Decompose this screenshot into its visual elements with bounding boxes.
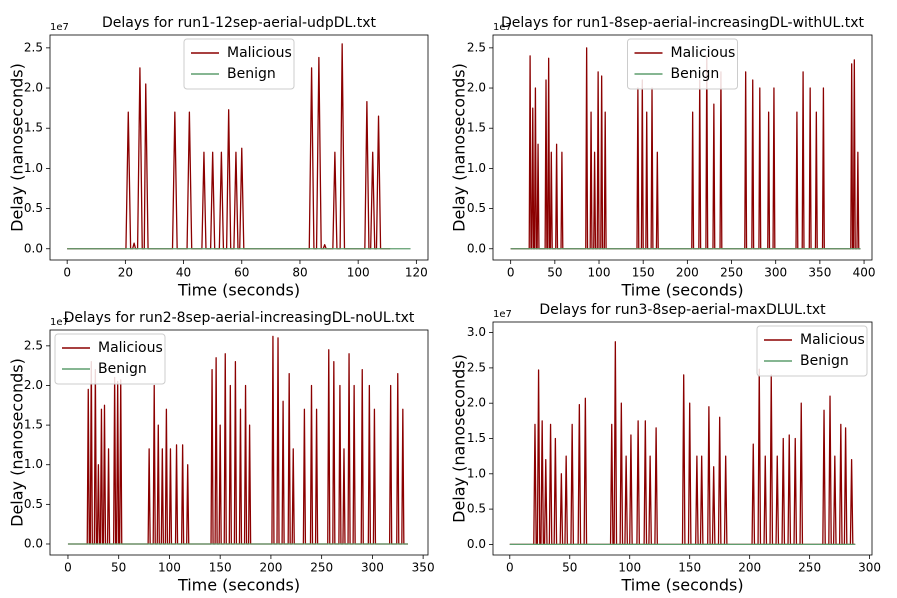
panel: 0 50 100 150 200 250 300 350 400 0.0 0.5 1.0 1.5 2.0 2… [450, 15, 876, 300]
x-tick-label: 300 [361, 561, 384, 575]
legend-label: Benign [227, 66, 276, 82]
x-tick-label: 200 [259, 561, 282, 575]
legend-label: Benign [800, 353, 849, 369]
legend-box [627, 38, 738, 90]
chart-title: Delays for run1-12sep-aerial-udpDL.txt [102, 15, 377, 31]
legend: Malicious Benign [183, 38, 295, 90]
y-tick-label: 1.5 [467, 431, 486, 445]
y-tick-label: 3.0 [467, 325, 486, 339]
x-tick-label: 150 [678, 561, 701, 575]
y-tick-label: 2.0 [467, 81, 486, 95]
x-tick-label: 200 [676, 266, 699, 280]
x-tick-label: 80 [292, 266, 307, 280]
chart-title: Delays for run1-8sep-aerial-increasingDL… [501, 15, 865, 31]
y-tick-label: 0.5 [24, 201, 43, 215]
y-tick-label: 1.5 [24, 121, 43, 135]
y-tick-label: 2.0 [467, 396, 486, 410]
x-tick-label: 120 [405, 266, 428, 280]
x-tick-label: 100 [618, 561, 641, 575]
x-tick-label: 300 [764, 266, 787, 280]
y-tick-label: 1.0 [24, 457, 43, 471]
legend-label: Benign [671, 66, 720, 82]
legend: Malicious Benign [627, 38, 738, 90]
y-tick-label: 2.5 [467, 40, 486, 54]
x-tick-label: 20 [118, 266, 133, 280]
x-tick-label: 50 [547, 266, 562, 280]
y-tick-label: 0.0 [24, 241, 43, 255]
panel: 0 20 40 60 80 100 120 0.0 0.5 1.0 1.5 2.0 2.5 1e7 Dela… [8, 15, 429, 300]
x-tick-label: 200 [738, 561, 761, 575]
x-tick-label: 250 [798, 561, 821, 575]
y-tick-label: 0.5 [467, 201, 486, 215]
y-tick-label: 2.0 [24, 378, 43, 392]
x-axis-label: Time (seconds) [177, 281, 300, 300]
y-tick-label: 2.5 [467, 360, 486, 374]
x-tick-label: 0 [506, 561, 514, 575]
chart-title: Delays for run3-8sep-aerial-maxDLUL.txt [539, 302, 826, 318]
legend-label: Malicious [671, 45, 736, 61]
axes-frame [49, 329, 429, 556]
legend: Malicious Benign [756, 325, 868, 377]
legend-label: Malicious [227, 45, 292, 61]
x-tick-label: 0 [64, 561, 72, 575]
x-tick-label: 350 [808, 266, 831, 280]
x-tick-label: 250 [310, 561, 333, 575]
legend-label: Malicious [800, 332, 865, 348]
y-tick-label: 2.5 [24, 40, 43, 54]
y-offset-label: 1e7 [50, 317, 69, 328]
legend-label: Malicious [98, 340, 163, 356]
y-axis-label: Delay (nanoseconds) [450, 354, 469, 523]
y-axis-label: Delay (nanoseconds) [450, 63, 469, 232]
y-tick-label: 1.5 [24, 418, 43, 432]
y-tick-label: 0.5 [24, 497, 43, 511]
x-tick-label: 100 [588, 266, 611, 280]
legend: Malicious Benign [54, 333, 166, 385]
y-tick-label: 0.5 [467, 502, 486, 516]
x-tick-label: 40 [176, 266, 191, 280]
x-tick-label: 100 [347, 266, 370, 280]
y-tick-label: 1.0 [467, 161, 486, 175]
y-tick-label: 0.0 [467, 537, 486, 551]
y-tick-label: 0.0 [467, 241, 486, 255]
axes-frame [49, 34, 429, 261]
x-tick-label: 300 [858, 561, 881, 575]
legend-box [183, 38, 295, 90]
y-axis-label: Delay (nanoseconds) [8, 63, 27, 232]
legend-box [756, 325, 868, 377]
y-offset-label: 1e7 [493, 309, 512, 320]
y-tick-label: 2.0 [24, 81, 43, 95]
y-tick-label: 0.0 [24, 536, 43, 550]
panel: 0 50 100 150 200 250 300 350 0.0 0.5 1.0 1.5 2.0 2.5 1… [8, 310, 435, 595]
y-offset-label: 1e7 [493, 22, 512, 33]
chart-title: Delays for run2-8sep-aerial-increasingDL… [64, 310, 415, 326]
y-axis-label: Delay (nanoseconds) [8, 358, 27, 527]
legend-label: Benign [98, 361, 147, 377]
x-axis-label: Time (seconds) [620, 576, 743, 595]
x-tick-label: 0 [63, 266, 71, 280]
x-tick-label: 400 [853, 266, 876, 280]
x-axis-label: Time (seconds) [620, 281, 743, 300]
y-tick-label: 1.5 [467, 121, 486, 135]
legend-box [54, 333, 166, 385]
x-tick-label: 150 [632, 266, 655, 280]
x-tick-label: 0 [507, 266, 515, 280]
x-tick-label: 250 [720, 266, 743, 280]
x-tick-label: 60 [234, 266, 249, 280]
y-tick-label: 1.0 [24, 161, 43, 175]
y-tick-label: 2.5 [24, 338, 43, 352]
y-tick-label: 1.0 [467, 466, 486, 480]
axes-frame [492, 34, 873, 261]
x-tick-label: 100 [158, 561, 181, 575]
x-tick-label: 350 [412, 561, 435, 575]
x-tick-label: 150 [209, 561, 232, 575]
y-offset-label: 1e7 [50, 22, 69, 33]
x-tick-label: 50 [111, 561, 126, 575]
x-tick-label: 50 [562, 561, 577, 575]
panel: 0 50 100 150 200 250 300 0.0 0.5 1.0 1.5 2.0 2.5 3.0 1… [450, 302, 882, 595]
x-axis-label: Time (seconds) [177, 576, 300, 595]
